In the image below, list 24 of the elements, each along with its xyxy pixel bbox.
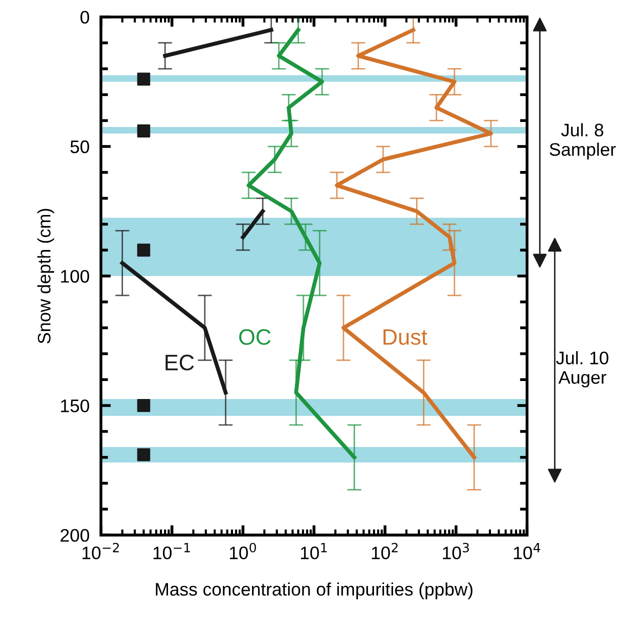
y-tick-label: 100 [61,270,90,283]
x-tick-label: 10$^{−2}$ [82,542,119,560]
x-tick-label: 10$^{3}$ [442,542,469,560]
text: Jul. 8 Sampler [550,123,616,160]
point [137,244,150,257]
x-axis-title: Mass concentration of impurities (ppbw) [156,582,472,600]
y-tick-label: 200 [60,528,90,542]
x-tick-label: 10$^{−1}$ [154,543,190,560]
y-axis-title: Snow depth (cm) [37,208,54,344]
series-label: Dust [384,329,428,345]
point [137,72,150,86]
point [137,124,150,138]
y-tick-label: 150 [61,399,90,412]
x-tick-label: 10$^{4}$ [514,543,540,560]
x-tick-label: 10$^{1}$ [300,543,327,560]
series-label: EC [166,354,194,370]
y-tick-label: 50 [70,140,90,154]
x-tick-label: 10$^{0}$ [230,542,256,560]
text: Jul. 10 Auger [556,351,608,388]
point [137,399,150,412]
x-tick-label: 10$^{2}$ [372,542,398,560]
y-tick-label: 0 [80,10,90,24]
point [137,448,150,462]
series-label: OC [239,329,271,345]
